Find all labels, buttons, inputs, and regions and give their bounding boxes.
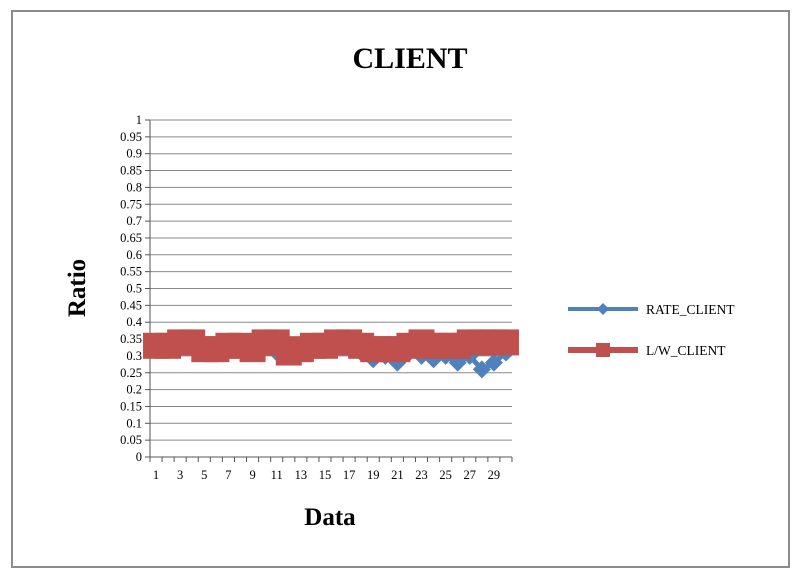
x-tick-label: 15	[319, 468, 332, 482]
legend-marker	[596, 343, 610, 357]
grid	[145, 119, 512, 458]
x-tick-label: 27	[464, 468, 477, 482]
y-tick-label: 0.15	[120, 399, 142, 413]
y-tick-label: 0.1	[126, 416, 142, 430]
y-tick-label: 0.65	[120, 231, 142, 245]
x-tick-label: 21	[391, 468, 404, 482]
x-tick-label: 5	[201, 468, 207, 482]
chart-title: CLIENT	[352, 42, 467, 75]
y-tick-label: 0.25	[120, 366, 142, 380]
x-tick-label: 9	[249, 468, 255, 482]
x-tick-label: 17	[343, 468, 356, 482]
y-tick-label: 0.35	[120, 332, 142, 346]
axes	[149, 120, 513, 462]
legend-label: RATE_CLIENT	[646, 302, 735, 317]
x-axis-title: Data	[304, 504, 356, 531]
legend: RATE_CLIENT L/W_CLIENT	[568, 302, 735, 358]
y-tick-label: 0.9	[126, 147, 142, 161]
y-tick-label: 0.45	[120, 298, 142, 312]
y-tick-label: 0	[136, 450, 142, 464]
x-tick-label: 3	[177, 468, 183, 482]
y-tick-labels: 0 0.05 0.1 0.15 0.2 0.25 0.3 0.35 0.4 0.45 0.5 0.55…	[120, 113, 143, 464]
series-l-w-client	[143, 329, 519, 366]
y-tick-label: 0.5	[126, 282, 142, 296]
y-tick-label: 0.4	[126, 315, 142, 329]
legend-entry: RATE_CLIENT	[568, 302, 735, 317]
x-tick-label: 11	[271, 468, 283, 482]
y-tick-label: 1	[136, 113, 142, 127]
x-tick-label: 7	[225, 468, 231, 482]
x-tick-label: 1	[153, 468, 159, 482]
x-tick-label: 29	[488, 468, 501, 482]
x-tick-label: 13	[295, 468, 308, 482]
x-tick-label: 25	[439, 468, 452, 482]
y-tick-label: 0.8	[126, 180, 142, 194]
legend-marker	[597, 303, 609, 315]
y-tick-label: 0.95	[120, 130, 142, 144]
data-point	[484, 353, 503, 372]
legend-label: L/W_CLIENT	[646, 343, 726, 358]
y-tick-label: 0.6	[126, 248, 142, 262]
series-layer	[143, 329, 519, 379]
y-tick-label: 0.75	[120, 197, 142, 211]
x-tick-label: 23	[415, 468, 428, 482]
x-tick-label: 19	[367, 468, 380, 482]
x-tick-labels: 1 3 5 7 9 11 13 15 17 19 21 23 25 27 29	[153, 468, 500, 482]
y-tick-label: 0.3	[126, 349, 142, 363]
data-point	[472, 360, 491, 379]
y-tick-label: 0.55	[120, 265, 142, 279]
y-tick-label: 0.2	[126, 383, 142, 397]
y-axis-title: Ratio	[64, 259, 91, 317]
y-tick-label: 0.05	[120, 433, 142, 447]
y-tick-label: 0.85	[120, 164, 142, 178]
data-point	[492, 329, 519, 356]
y-tick-label: 0.7	[126, 214, 142, 228]
legend-entry: L/W_CLIENT	[568, 343, 726, 358]
